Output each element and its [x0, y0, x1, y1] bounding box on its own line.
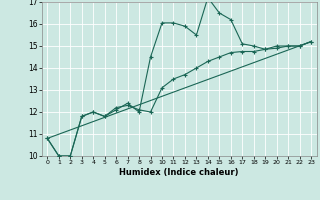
X-axis label: Humidex (Indice chaleur): Humidex (Indice chaleur) — [119, 168, 239, 177]
